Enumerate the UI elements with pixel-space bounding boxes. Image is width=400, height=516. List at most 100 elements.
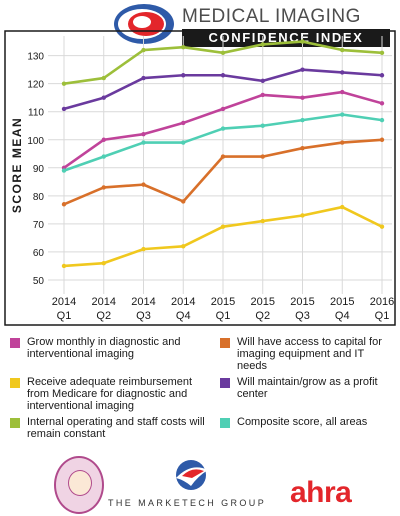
x-tick-label-year: 2015 xyxy=(251,296,275,308)
series-point xyxy=(379,73,385,78)
series-point xyxy=(101,154,106,159)
series-point xyxy=(101,137,106,142)
series-point xyxy=(220,126,226,131)
series-point xyxy=(260,123,265,128)
series-point xyxy=(300,145,305,151)
series-point xyxy=(300,213,305,218)
x-tick-label-quarter: Q2 xyxy=(255,310,270,322)
legend-swatch xyxy=(220,378,230,388)
x-tick-label-year: 2014 xyxy=(131,296,155,308)
series-point xyxy=(101,75,106,81)
mascot-face-icon xyxy=(68,470,92,496)
series-point xyxy=(379,50,385,56)
series-point xyxy=(260,218,265,224)
series-point xyxy=(300,95,305,100)
x-tick-label-year: 2016 xyxy=(370,296,394,308)
legend-swatch xyxy=(10,338,20,348)
y-tick-label: 70 xyxy=(33,220,45,231)
marketech-group-label: THE MARKETECH GROUP xyxy=(108,498,267,508)
legend-label: Receive adequate reimbursement from Medi… xyxy=(27,376,193,412)
y-tick-label: 60 xyxy=(33,248,45,259)
line-chart: 50 60 70 80 90 100 110 120 130 SCORE MEAN 2014 Q1 20… xyxy=(4,30,396,326)
series-point xyxy=(300,39,305,44)
series-point xyxy=(340,112,345,117)
series-point xyxy=(101,95,106,100)
series-point xyxy=(181,244,186,249)
legend-label: Internal operating and staff costs will … xyxy=(27,416,205,440)
x-tick-label-quarter: Q4 xyxy=(335,310,350,322)
series-point xyxy=(61,202,67,207)
series-point xyxy=(61,106,67,112)
series-point xyxy=(260,42,265,47)
y-tick-label: 110 xyxy=(28,108,44,119)
sponsor-mascot-logo-icon xyxy=(54,456,104,514)
series-point xyxy=(181,45,186,50)
y-tick-label: 80 xyxy=(33,192,45,203)
series-point xyxy=(181,140,186,145)
series-point xyxy=(181,199,186,204)
series-point xyxy=(260,154,265,159)
series-point xyxy=(141,246,146,252)
y-tick-label: 100 xyxy=(27,136,44,147)
series-point xyxy=(379,117,385,123)
series-point xyxy=(300,67,305,72)
chart-container: 50 60 70 80 90 100 110 120 130 SCORE MEAN 2014 Q1 20… xyxy=(4,30,396,326)
series-point xyxy=(220,224,226,229)
x-tick-label-quarter: Q3 xyxy=(136,310,151,322)
x-tick-label-year: 2015 xyxy=(330,296,354,308)
y-tick-label: 50 xyxy=(33,276,45,287)
x-tick-label-quarter: Q1 xyxy=(57,310,72,322)
series-point xyxy=(141,131,146,137)
x-tick-label-year: 2014 xyxy=(52,296,76,308)
series-point xyxy=(181,73,186,78)
series-point xyxy=(260,92,265,98)
legend-label: Will maintain/grow as a profit center xyxy=(237,376,378,400)
series-point xyxy=(300,117,305,123)
series-point xyxy=(220,154,226,159)
series-point xyxy=(379,101,385,106)
series-point xyxy=(340,140,345,145)
footer: THE MARKETECH GROUP ahra xyxy=(0,452,400,516)
legend-label: Grow monthly in diagnostic and intervent… xyxy=(27,336,181,360)
legend-swatch xyxy=(10,418,20,428)
series-point xyxy=(61,263,67,269)
series-point xyxy=(141,47,146,53)
series-point xyxy=(141,182,146,187)
series-point xyxy=(220,50,226,56)
legend-label: Will have access to capital for imaging … xyxy=(237,336,382,372)
x-tick-label-quarter: Q2 xyxy=(96,310,111,322)
series-point xyxy=(340,89,345,95)
x-tick-label-year: 2014 xyxy=(92,296,116,308)
x-tick-label-quarter: Q3 xyxy=(295,310,310,322)
series-point xyxy=(260,78,265,84)
series-point xyxy=(61,81,67,86)
x-tick-label-quarter: Q1 xyxy=(216,310,231,322)
header: MEDICAL IMAGING CONFIDENCE INDEX xyxy=(0,0,400,50)
x-tick-label-quarter: Q4 xyxy=(176,310,191,322)
legend-swatch xyxy=(220,418,230,428)
series-point xyxy=(220,106,226,112)
x-tick-label-year: 2014 xyxy=(171,296,195,308)
x-tick-label-quarter: Q1 xyxy=(375,310,390,322)
x-tick-label-year: 2015 xyxy=(290,296,314,308)
y-axis-label: SCORE MEAN xyxy=(10,117,24,213)
series-point xyxy=(141,75,146,81)
series-point xyxy=(141,140,146,145)
ahra-logo-text: ahra xyxy=(290,476,352,509)
series-point xyxy=(340,204,345,210)
y-tick-label: 120 xyxy=(27,80,44,91)
series-point xyxy=(379,224,385,229)
series-point xyxy=(340,70,345,75)
legend-label: Composite score, all areas xyxy=(237,416,368,428)
series-point xyxy=(181,120,186,126)
series-point xyxy=(379,137,385,142)
y-tick-label: 130 xyxy=(27,52,44,63)
series-point xyxy=(340,47,345,53)
legend-swatch xyxy=(10,378,20,388)
title-line-1: MEDICAL IMAGING xyxy=(182,6,361,27)
y-tick-label: 90 xyxy=(33,164,45,175)
series-point xyxy=(220,73,226,78)
series-point xyxy=(101,260,106,266)
title-line-2: CONFIDENCE INDEX xyxy=(182,29,390,47)
legend-swatch xyxy=(220,338,230,348)
